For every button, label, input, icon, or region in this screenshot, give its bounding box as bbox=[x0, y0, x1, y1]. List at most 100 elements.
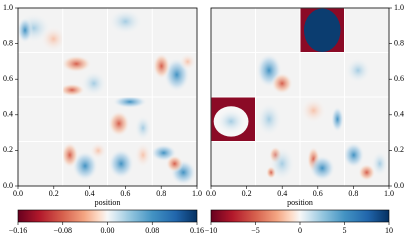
tile bbox=[211, 8, 255, 52]
tile-pattern bbox=[345, 57, 372, 84]
x-tick-label: 0.2 bbox=[49, 189, 59, 198]
pattern bbox=[134, 142, 152, 169]
x-tick-label: 0.4 bbox=[277, 189, 287, 198]
y-tick-label: 0.2 bbox=[394, 145, 404, 154]
pattern bbox=[271, 72, 293, 95]
tile bbox=[345, 97, 389, 141]
tile-pattern bbox=[63, 142, 107, 182]
pattern bbox=[269, 146, 296, 182]
tile-pattern bbox=[18, 12, 63, 52]
pattern bbox=[40, 25, 63, 52]
tile bbox=[345, 8, 389, 52]
x-axis-label: position bbox=[287, 198, 313, 207]
tile-pattern bbox=[211, 97, 255, 141]
x-tick-label: 0.0 bbox=[13, 189, 23, 198]
tile-pattern bbox=[300, 8, 344, 52]
axes-frame bbox=[17, 7, 198, 187]
y-tick-label: 0.4 bbox=[3, 110, 13, 119]
pattern bbox=[152, 53, 171, 80]
pattern bbox=[112, 97, 148, 109]
tile bbox=[18, 53, 63, 97]
pattern bbox=[300, 97, 327, 124]
pattern bbox=[63, 142, 79, 169]
x-tick-label: 1.0 bbox=[384, 189, 394, 198]
tile-pattern bbox=[152, 53, 197, 93]
colorbar-tick-label: −10 bbox=[205, 226, 218, 235]
tile bbox=[18, 97, 63, 141]
tile bbox=[211, 53, 255, 97]
heatmap-panel bbox=[18, 8, 197, 186]
pattern bbox=[215, 108, 247, 135]
pattern bbox=[303, 8, 341, 52]
y-tick-label: 0.0 bbox=[3, 181, 13, 190]
x-tick-label: 0.2 bbox=[242, 189, 252, 198]
pattern bbox=[108, 110, 130, 137]
y-tick-label: 1.0 bbox=[394, 3, 404, 12]
colorbar-tick-label: −0.08 bbox=[53, 226, 72, 235]
tile-pattern bbox=[108, 97, 152, 141]
pattern bbox=[358, 163, 376, 182]
pattern bbox=[89, 142, 107, 160]
pattern bbox=[330, 106, 344, 133]
y-tick-label: 0.6 bbox=[394, 74, 404, 83]
x-tick-label: 1.0 bbox=[192, 189, 202, 198]
x-tick-label: 0.4 bbox=[85, 189, 95, 198]
colorbar bbox=[210, 209, 390, 223]
colorbar-tick-label: 10 bbox=[385, 226, 393, 235]
colorbar-tick-label: −5 bbox=[251, 226, 260, 235]
x-tick-label: 0.6 bbox=[313, 189, 323, 198]
pattern bbox=[63, 83, 86, 97]
tile-pattern bbox=[256, 53, 293, 95]
tile bbox=[63, 8, 107, 52]
pattern bbox=[256, 101, 283, 137]
tile-pattern bbox=[345, 142, 389, 182]
colorbar-tick-label: −0.16 bbox=[9, 226, 28, 235]
tile bbox=[18, 142, 63, 186]
tile-pattern bbox=[266, 146, 296, 182]
y-tick-label: 1.0 bbox=[3, 3, 13, 12]
colorbar-tick-label: 5 bbox=[343, 226, 347, 235]
tile bbox=[152, 8, 197, 52]
pattern bbox=[309, 155, 336, 182]
colorbar bbox=[17, 209, 198, 223]
x-tick-label: 0.8 bbox=[348, 189, 358, 198]
tile bbox=[108, 53, 152, 97]
tile-pattern bbox=[256, 101, 283, 137]
tile bbox=[211, 142, 255, 186]
tile bbox=[300, 53, 344, 97]
pattern bbox=[345, 142, 365, 169]
heatmap-panel bbox=[211, 8, 389, 186]
tile-pattern bbox=[300, 97, 344, 133]
tile-pattern bbox=[108, 142, 152, 179]
tile-pattern bbox=[63, 55, 107, 97]
tile-pattern bbox=[307, 146, 336, 182]
x-tick-label: 0.6 bbox=[120, 189, 130, 198]
pattern bbox=[165, 155, 184, 173]
pattern bbox=[371, 150, 389, 177]
tile bbox=[63, 97, 107, 141]
y-tick-label: 0.0 bbox=[394, 181, 404, 190]
pattern bbox=[345, 57, 372, 84]
tile-pattern bbox=[152, 144, 197, 186]
pattern bbox=[72, 150, 99, 182]
pattern bbox=[179, 53, 197, 71]
tile bbox=[256, 8, 300, 52]
y-tick-label: 0.2 bbox=[3, 145, 13, 154]
y-tick-label: 0.8 bbox=[3, 38, 13, 47]
pattern bbox=[80, 70, 107, 97]
axes-frame bbox=[210, 7, 390, 187]
x-tick-label: 0.0 bbox=[206, 189, 216, 198]
colorbar-tick-label: 0.00 bbox=[101, 226, 115, 235]
pattern bbox=[108, 148, 135, 179]
x-tick-label: 0.8 bbox=[156, 189, 166, 198]
pattern bbox=[63, 55, 92, 73]
tile-pattern bbox=[108, 8, 143, 35]
colorbar-tick-label: 0 bbox=[298, 226, 302, 235]
pattern bbox=[134, 114, 152, 141]
tile bbox=[152, 97, 197, 141]
x-axis-label: position bbox=[95, 198, 121, 207]
colorbar-tick-label: 0.08 bbox=[145, 226, 159, 235]
pattern bbox=[108, 8, 143, 35]
y-tick-label: 0.4 bbox=[394, 110, 404, 119]
